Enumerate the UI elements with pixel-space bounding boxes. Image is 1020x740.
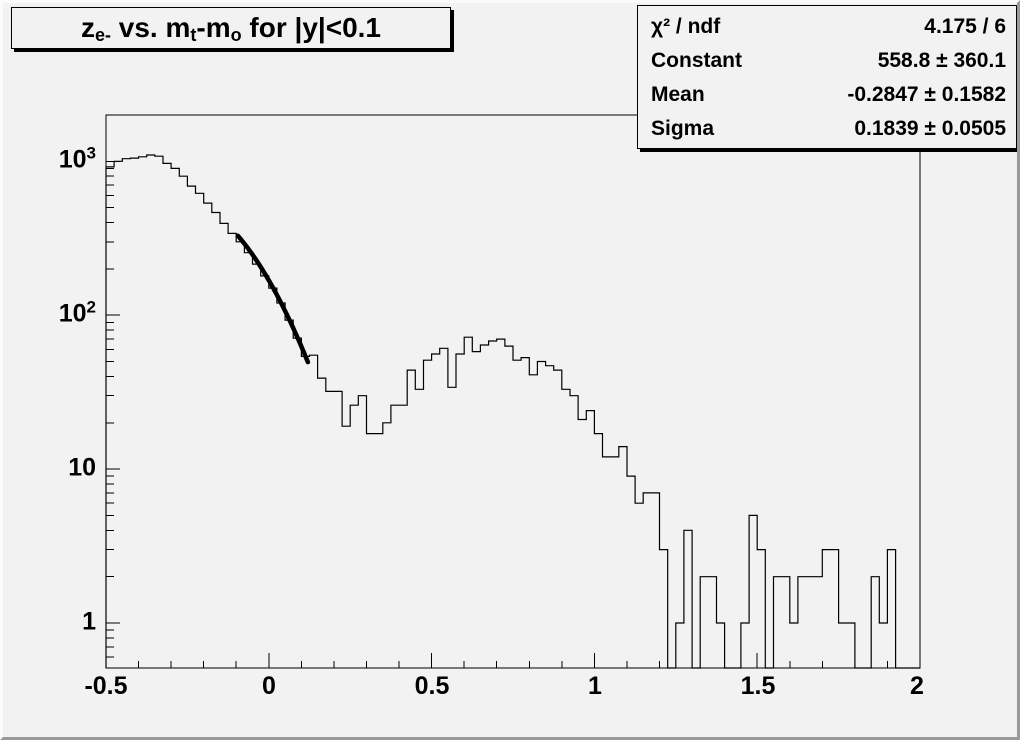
x-axis-tick-label: 0.5 <box>414 672 450 700</box>
stat-value: -0.2847 ± 0.1582 <box>847 82 1006 106</box>
x-axis-tick-label: -0.5 <box>84 672 128 700</box>
histogram-outline <box>105 154 920 669</box>
fit-curve <box>235 233 311 365</box>
stat-row-constant: Constant 558.8 ± 360.1 <box>638 44 1016 77</box>
stat-label: χ² / ndf <box>651 14 721 38</box>
title-subscript: o <box>230 24 242 45</box>
y-axis-tick-label: 10 <box>68 453 96 482</box>
title-text-part: -m <box>196 12 231 43</box>
stat-row-sigma: Sigma 0.1839 ± 0.0505 <box>638 112 1016 145</box>
histogram-plot <box>105 114 921 669</box>
stat-value: 4.175 / 6 <box>924 14 1006 38</box>
title-subscript: e- <box>94 24 111 45</box>
fit-stats-box: χ² / ndf 4.175 / 6 Constant 558.8 ± 360.… <box>637 5 1017 149</box>
y-axis-tick-label: 103 <box>58 143 96 174</box>
stat-value: 0.1839 ± 0.0505 <box>854 116 1006 140</box>
x-axis-tick-label: 1.5 <box>740 672 776 700</box>
title-text-part: for |y|<0.1 <box>241 12 382 43</box>
stat-label: Constant <box>651 48 742 72</box>
title-text-part: z <box>80 12 95 43</box>
y-axis-tick-label: 1 <box>82 607 96 636</box>
title-box: z e- vs. m t -m o for |y|<0.1 <box>11 7 451 49</box>
stat-label: Sigma <box>651 116 715 140</box>
x-axis-tick-label: 1 <box>588 672 602 700</box>
stat-row-chi2: χ² / ndf 4.175 / 6 <box>638 10 1016 43</box>
y-axis-tick-label: 102 <box>58 297 96 328</box>
title-text-part: vs. m <box>110 12 191 43</box>
x-axis-tick-label: 0 <box>262 672 276 700</box>
x-axis-tick-label: 2 <box>910 672 924 700</box>
stat-value: 558.8 ± 360.1 <box>877 48 1006 72</box>
stat-label: Mean <box>651 82 705 106</box>
stat-row-mean: Mean -0.2847 ± 0.1582 <box>638 78 1016 111</box>
title-subscript: t <box>190 24 197 45</box>
